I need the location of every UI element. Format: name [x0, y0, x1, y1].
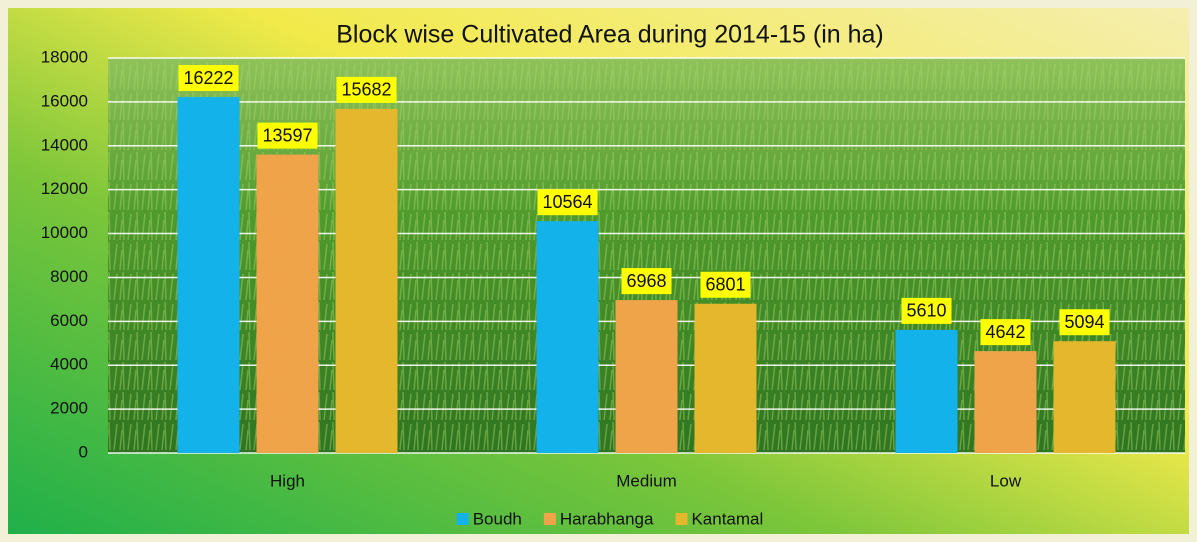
y-tick-label: 16000 — [41, 91, 88, 110]
bar — [335, 108, 398, 454]
y-tick-label: 6000 — [50, 311, 88, 330]
x-tick-label: Low — [990, 471, 1022, 490]
bar — [615, 300, 678, 453]
y-tick-label: 18000 — [41, 47, 88, 66]
value-label: 5610 — [906, 301, 946, 321]
value-label: 4642 — [985, 322, 1025, 342]
y-tick-label: 0 — [79, 442, 88, 461]
bar — [1053, 341, 1116, 453]
x-tick-label: High — [270, 471, 305, 490]
chart-title: Block wise Cultivated Area during 2014-1… — [336, 21, 884, 49]
value-label-box — [700, 271, 751, 298]
value-label-box — [621, 268, 672, 295]
y-tick-label: 12000 — [41, 179, 88, 198]
value-label-box — [178, 65, 239, 92]
value-label-box — [901, 297, 952, 324]
value-label: 13597 — [262, 125, 312, 145]
bar — [177, 97, 240, 454]
legend-swatch — [675, 513, 688, 525]
bar — [694, 303, 757, 453]
y-tick-label: 2000 — [50, 399, 88, 418]
value-label: 10564 — [542, 192, 592, 212]
value-label: 5094 — [1064, 312, 1104, 332]
value-label-box — [1059, 309, 1110, 336]
value-label-box — [257, 122, 318, 149]
y-tick-label: 4000 — [50, 355, 88, 374]
bar — [536, 221, 599, 453]
value-label: 6801 — [705, 275, 745, 295]
legend-swatch — [456, 513, 469, 525]
value-label-box — [980, 319, 1031, 346]
bar — [895, 329, 958, 453]
value-label-box — [537, 189, 598, 216]
y-tick-label: 14000 — [41, 135, 88, 154]
y-tick-label: 10000 — [41, 223, 88, 242]
value-label: 15682 — [341, 80, 391, 100]
legend-label: Boudh — [473, 509, 522, 528]
y-tick-label: 8000 — [50, 267, 88, 286]
bar — [974, 351, 1037, 453]
bar — [256, 154, 319, 453]
value-label: 6968 — [626, 271, 666, 291]
legend-label: Harabhanga — [560, 509, 654, 528]
value-label-box — [336, 76, 397, 103]
x-tick-label: Medium — [616, 471, 676, 490]
value-label: 16222 — [183, 68, 233, 88]
legend-label: Kantamal — [691, 509, 763, 528]
legend-swatch — [543, 513, 556, 525]
